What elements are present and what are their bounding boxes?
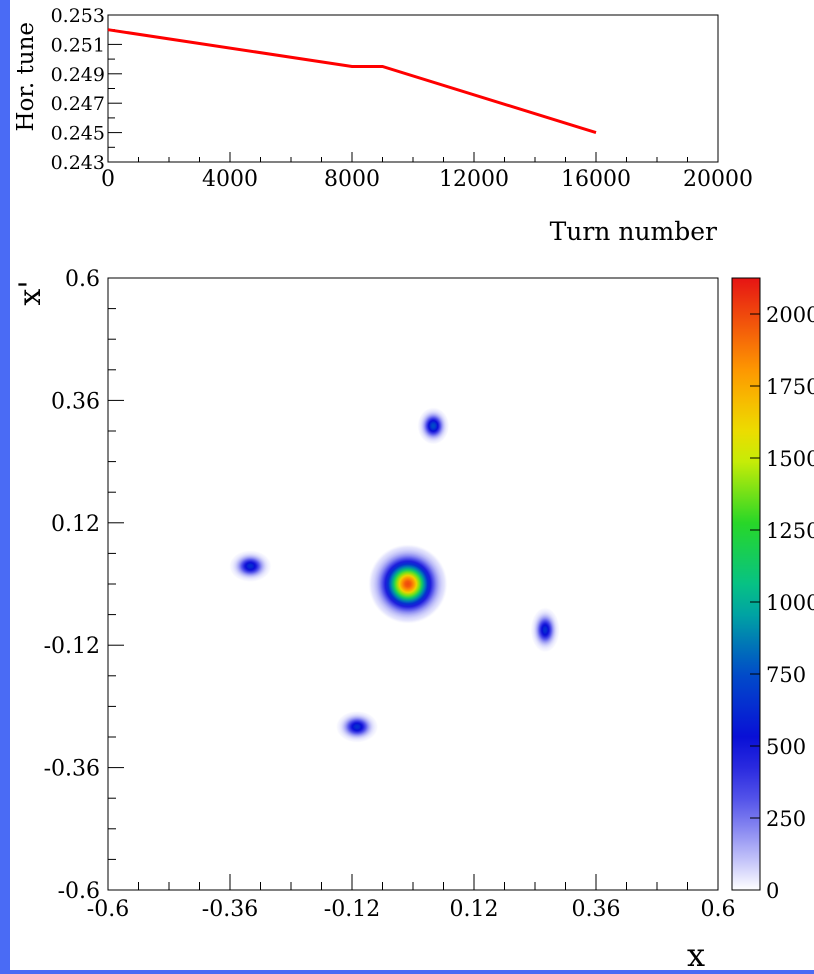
colorbar-ticks bbox=[750, 313, 760, 891]
colorbar-tick-label: 2000 bbox=[766, 303, 814, 327]
colorbar-tick-label: 1250 bbox=[766, 519, 814, 543]
phase-x-tick-label: 0.12 bbox=[450, 897, 499, 922]
phase-y-tick-label: 0.12 bbox=[51, 512, 100, 537]
density-cluster bbox=[368, 544, 448, 624]
figure-svg: 0 4000 8000 12000 16000 20000 0.2430.2450.247… bbox=[13, 5, 814, 974]
tune-plot-frame bbox=[107, 14, 719, 163]
phase-x-axis-label: x bbox=[687, 936, 705, 970]
tune-x-tick-label: 0 bbox=[101, 167, 115, 192]
tune-x-tick-label: 12000 bbox=[439, 167, 509, 192]
tune-y-tick-label: 0.251 bbox=[51, 34, 105, 56]
tune-y-tick-label: 0.253 bbox=[51, 5, 105, 27]
colorbar-tick-label: 250 bbox=[766, 807, 806, 831]
colorbar-tick-label: 500 bbox=[766, 735, 806, 759]
tune-x-tick-label: 16000 bbox=[561, 167, 631, 192]
phase-x-tick-label: 0.6 bbox=[701, 897, 736, 922]
phase-y-tick-label: 0.6 bbox=[65, 267, 100, 292]
phase-y-tick-label: -0.36 bbox=[44, 757, 100, 782]
phase-x-tick-label: -0.36 bbox=[202, 897, 258, 922]
tune-x-tick-label: 8000 bbox=[324, 167, 380, 192]
phase-y-axis-label: x' bbox=[13, 280, 48, 305]
tune-x-tick-label: 20000 bbox=[683, 167, 753, 192]
phase-y-tick-label: 0.36 bbox=[51, 389, 100, 414]
density-cluster bbox=[417, 407, 450, 445]
phase-x-ticks bbox=[107, 874, 719, 890]
density-cluster bbox=[335, 710, 379, 743]
phase-y-tick-label: -0.6 bbox=[58, 879, 100, 904]
tune-x-tick-labels: 0 4000 8000 12000 16000 20000 bbox=[101, 167, 753, 192]
colorbar-tick-label: 1500 bbox=[766, 447, 814, 471]
phase-y-tick-label: -0.12 bbox=[44, 634, 100, 659]
tune-x-tick-label: 4000 bbox=[202, 167, 258, 192]
tune-chart: 0 4000 8000 12000 16000 20000 0.243 0.245 0.247… bbox=[13, 5, 753, 246]
tune-y-ticks bbox=[108, 14, 122, 163]
tune-y-tick-label: 0.245 bbox=[51, 123, 105, 145]
phase-clusters bbox=[229, 407, 560, 743]
colorbar-tick-label: 1000 bbox=[766, 591, 814, 615]
tune-y-axis-label: Hor. tune bbox=[13, 22, 39, 131]
phase-y-tick-labels: -0.6 -0.36 -0.12 0.12 0.36 0.6 bbox=[44, 267, 100, 904]
tune-series bbox=[107, 28, 597, 135]
tune-y-tick-label: 0.243 bbox=[51, 152, 105, 174]
colorbar-tick-label: 1750 bbox=[766, 375, 814, 399]
colorbar-tick-label: 0 bbox=[766, 879, 779, 903]
density-cluster bbox=[229, 550, 272, 583]
tune-y-tick-label: 0.247 bbox=[51, 93, 105, 115]
colorbar: 0 250 500 750 1000 1250 1500 1750 2000 bbox=[731, 277, 814, 903]
tune-x-axis-label: Turn number bbox=[550, 217, 717, 246]
colorbar-tick-label: 750 bbox=[766, 663, 806, 687]
phase-space-chart: -0.6 -0.36 -0.12 0.12 0.36 0.6 -0.6 -0.36 -0.12… bbox=[13, 267, 814, 974]
tune-y-tick-label: 0.249 bbox=[51, 64, 105, 86]
colorbar-tick-labels: 0 250 500 750 1000 1250 1500 1750 2000 bbox=[766, 303, 814, 903]
figure-canvas: 0 4000 8000 12000 16000 20000 0.243 0.245 0.247… bbox=[10, 0, 814, 974]
phase-x-tick-label: -0.12 bbox=[324, 897, 380, 922]
tune-series-line bbox=[107, 28, 597, 135]
phase-x-tick-labels: -0.6 -0.36 -0.12 0.12 0.36 0.6 bbox=[87, 897, 736, 922]
tune-x-ticks bbox=[107, 152, 719, 162]
tune-y-tick-labels: 0.243 0.245 0.247 0.249 0.251 0.253 bbox=[51, 5, 105, 174]
phase-x-tick-label: -0.6 bbox=[87, 897, 129, 922]
phase-x-tick-label: 0.36 bbox=[572, 897, 621, 922]
colorbar-gradient bbox=[731, 277, 761, 891]
density-cluster bbox=[530, 607, 560, 653]
phase-y-ticks bbox=[108, 277, 124, 891]
